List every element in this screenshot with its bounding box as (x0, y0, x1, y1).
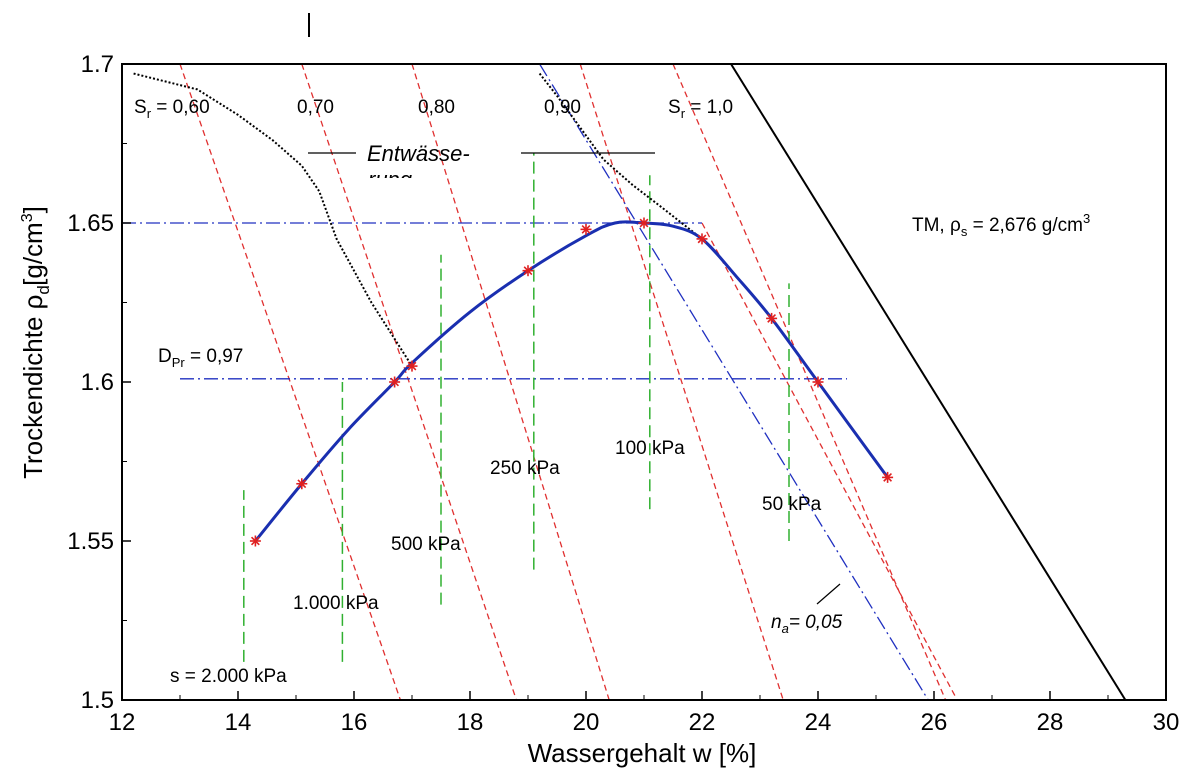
suction-label-100: 100 kPa (615, 438, 685, 459)
x-tick-label: 20 (573, 709, 600, 736)
proctor-label: DPr = 0,97 (158, 346, 243, 370)
suction-label-2000: s = 2.000 kPa (170, 666, 287, 687)
y-axis-unit-close: ] (18, 206, 48, 213)
sr-10-prefix: S (668, 97, 681, 118)
material-label: TM, ρs = 2,676 g/cm3 (912, 211, 1090, 239)
air-void-leader (816, 583, 841, 605)
drainage-label-cont: rung (368, 167, 413, 192)
air-void-label: na= 0,05 (771, 612, 843, 636)
sr-060-label: Sr = 0,60 (134, 97, 210, 121)
drainage-label: Entwässe- (367, 141, 470, 166)
sr-10-sub: r (681, 106, 686, 121)
data-point (812, 376, 824, 388)
suction-label-500: 500 kPa (391, 534, 461, 555)
y-axis-unit-sup: 3 (19, 213, 36, 222)
data-point (249, 535, 261, 547)
saturation-line (179, 64, 402, 700)
suction-label-1000: 1.000 kPa (293, 593, 379, 614)
y-tick-label: 1.5 (81, 687, 114, 714)
saturation-line-sr-1 (730, 64, 1127, 700)
x-tick-label: 26 (921, 709, 948, 736)
material-sup: 3 (1083, 211, 1090, 226)
sr-060-value: = 0,60 (151, 97, 210, 118)
suction-labels: s = 2.000 kPa 1.000 kPa 500 kPa 250 kPa … (170, 438, 822, 687)
data-point (766, 312, 778, 324)
y-axis-title-symbol: ρ (18, 295, 48, 310)
sr-10-value: = 1,0 (685, 97, 733, 118)
x-tick-label: 16 (341, 709, 368, 736)
sr-080-label: 0,80 (418, 97, 455, 118)
proctor-sub: Pr (172, 355, 186, 370)
y-axis-unit-open: [g/cm (18, 222, 48, 286)
x-tick-label: 22 (689, 709, 716, 736)
data-point (406, 360, 418, 372)
compaction-curve (254, 220, 889, 542)
y-axis-title-main: Trockendichte (18, 309, 48, 479)
y-tick-label: 1.55 (67, 528, 114, 555)
data-point (522, 265, 534, 277)
material-symbol: ρ (950, 215, 961, 236)
air-void-line (539, 64, 929, 700)
sr-090-label: 0,90 (544, 97, 581, 118)
saturation-line (411, 64, 610, 700)
saturation-line (701, 222, 958, 700)
saturation-line (672, 64, 947, 700)
data-point (638, 217, 650, 229)
data-point (296, 478, 308, 490)
suction-label-250: 250 kPa (490, 458, 560, 479)
y-tick-label: 1.7 (81, 51, 114, 78)
data-point (580, 223, 592, 235)
drying-path (133, 72, 413, 367)
y-tick-label: 1.65 (67, 210, 114, 237)
proctor-value: = 0,97 (185, 346, 244, 367)
y-axis-title-subscript: d (34, 285, 53, 294)
annotations: Sr = 0,60 0,70 0,80 0,90 Sr = 1,0 Entwäs… (134, 97, 1090, 636)
x-axis-title: Wassergehalt w [%] (528, 738, 757, 768)
material-prefix: TM, (912, 215, 950, 236)
saturation-line (301, 64, 518, 700)
data-point (696, 233, 708, 245)
data-point (389, 376, 401, 388)
air-void-prefix: n (771, 612, 782, 633)
air-void-value: = 0,05 (789, 612, 843, 633)
y-axis-title: Trockendichte ρd (18, 285, 53, 479)
suction-label-50: 50 kPa (762, 494, 822, 515)
sr-10-label: Sr = 1,0 (668, 97, 733, 121)
y-tick-label: 1.6 (81, 369, 114, 396)
material-sub: s (961, 224, 968, 239)
sr-060-prefix: S (134, 97, 147, 118)
sr-060-sub: r (147, 106, 152, 121)
data-point (882, 471, 894, 483)
sr-070-label: 0,70 (297, 97, 334, 118)
saturation-line (579, 64, 784, 700)
drying-path (538, 72, 703, 240)
x-tick-label: 28 (1037, 709, 1064, 736)
air-void-sub: a (782, 621, 789, 636)
plot-frame (121, 63, 1167, 701)
material-value: = 2,676 g/cm (967, 215, 1083, 236)
x-tick-label: 24 (805, 709, 832, 736)
y-axis-unit: [g/cm3] (18, 206, 48, 286)
x-tick-label: 18 (457, 709, 484, 736)
x-tick-label: 30 (1153, 709, 1180, 736)
proctor-prefix: D (158, 346, 172, 367)
x-tick-label: 14 (225, 709, 252, 736)
x-tick-label: 12 (109, 709, 136, 736)
